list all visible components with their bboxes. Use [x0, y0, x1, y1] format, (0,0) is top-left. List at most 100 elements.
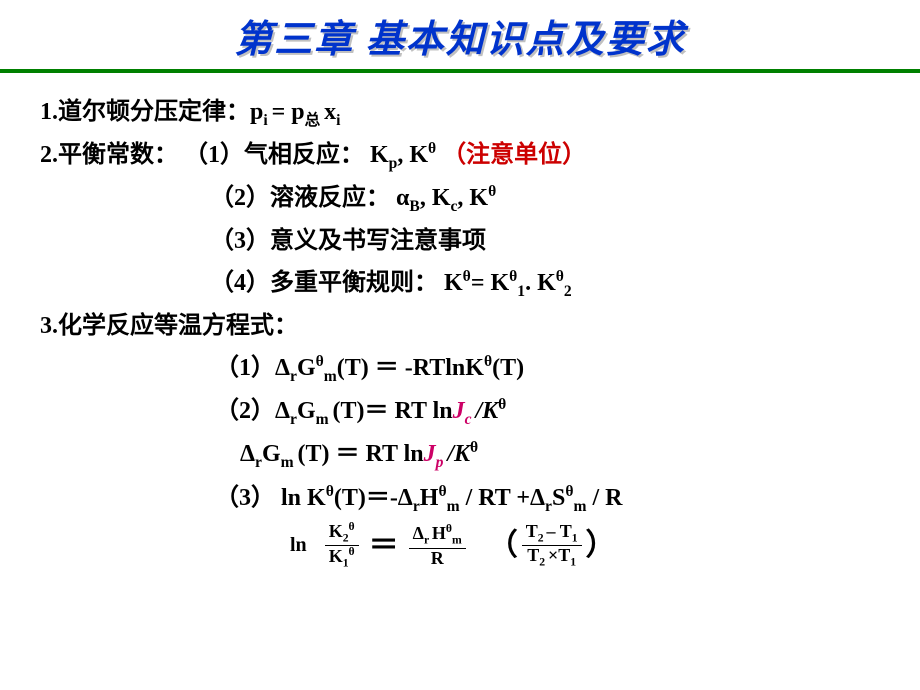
f3n: T2 – T1: [522, 522, 582, 546]
e3c: G: [262, 441, 281, 467]
e4d: / RT +Δ: [460, 485, 545, 511]
l1s1: i: [263, 112, 271, 129]
e3m: m: [281, 454, 298, 471]
e4s1: θ: [326, 483, 334, 500]
f3da: T: [527, 545, 539, 565]
f1ds: 1: [343, 557, 349, 570]
e1a: （1）: [215, 355, 275, 381]
l5b: = K: [471, 270, 509, 296]
line-5: （4）多重平衡规则： Kθ= Kθ1. Kθ2: [40, 262, 880, 305]
e2sup: θ: [498, 396, 506, 413]
l1a: 1.道尔顿分压定律：p: [40, 99, 263, 125]
l3b: , K: [420, 185, 451, 211]
e3e: /K: [447, 441, 470, 467]
f3n1: 1: [572, 532, 578, 545]
l6: 3.化学反应等温方程式：: [40, 313, 298, 339]
e2a: （2）: [215, 398, 275, 424]
f3na: T: [526, 521, 538, 541]
eq-1: （1）ΔrGθm(T) ＝ -RTlnKθ(T): [40, 347, 880, 390]
e3b: Δ: [240, 441, 255, 467]
e1d: (T) ＝ -RTlnK: [337, 355, 484, 381]
f1nu: θ: [349, 520, 355, 533]
e4b: (T)＝-Δ: [334, 485, 413, 511]
e2Js: c: [465, 411, 476, 428]
e4s2: θ: [438, 483, 446, 500]
f3nm: – T: [547, 521, 572, 541]
f2nm: m: [452, 534, 462, 547]
frac-2: Δr Hθm R: [409, 523, 466, 568]
l2b: , K: [397, 142, 428, 168]
e1e: (T): [492, 355, 524, 381]
frac-3: T2 – T1 T2 ×T1: [522, 522, 582, 570]
f1n: K2θ: [325, 521, 359, 546]
eq-5: ln K2θ K1θ ＝ Δr Hθm R （ T2 – T1 T2 ×T1 ）: [40, 520, 880, 573]
e1b: Δ: [275, 355, 290, 381]
e3Js: p: [436, 454, 448, 471]
e3r: r: [255, 454, 262, 471]
e2m: m: [316, 411, 333, 428]
e3d: (T) ＝ RT ln: [298, 441, 424, 467]
ln: ln: [290, 528, 307, 563]
f2n: Δr Hθm: [409, 523, 466, 548]
l5a: （4）多重平衡规则： K: [210, 270, 463, 296]
l5c: . K: [525, 270, 556, 296]
f2d: R: [409, 549, 466, 569]
page-title: 第三章 基本知识点及要求: [0, 0, 920, 69]
f1du: θ: [349, 545, 355, 558]
eq-4: （3） ln Kθ(T)＝-ΔrHθm / RT +ΔrSθm / R: [40, 477, 880, 520]
l1c: x: [324, 99, 336, 125]
e2J: J: [453, 398, 465, 424]
e1m: m: [324, 368, 337, 385]
e4m2: m: [573, 497, 586, 514]
l1s3: i: [336, 112, 340, 129]
e1c: G: [297, 355, 316, 381]
e4r: r: [413, 497, 420, 514]
f3n2: 2: [538, 532, 547, 545]
content-area: 1.道尔顿分压定律：pi = p总 xi 2.平衡常数： （1）气相反应： Kp…: [0, 73, 920, 572]
f3d1: 1: [570, 556, 576, 569]
l1s2: 总: [305, 112, 325, 129]
l2note: （注意单位）: [436, 142, 586, 168]
e2r: r: [290, 411, 297, 428]
eq-sign: ＝: [369, 520, 399, 573]
l3a: （2）溶液反应： α: [210, 185, 409, 211]
l5s3: θ: [556, 268, 564, 285]
e4c: H: [420, 485, 439, 511]
e1th: θ: [316, 353, 324, 370]
e4r2: r: [545, 497, 552, 514]
l2th: θ: [428, 140, 436, 157]
close-paren: ）: [586, 520, 616, 573]
l2a: 2.平衡常数： （1）气相反应： K: [40, 142, 389, 168]
l5sb1: 1: [517, 283, 525, 300]
e2b: Δ: [275, 398, 290, 424]
f2na: Δ: [413, 523, 424, 543]
e1th2: θ: [484, 353, 492, 370]
e3J: J: [424, 441, 436, 467]
eq-3: ΔrGm (T) ＝ RT lnJp /Kθ: [40, 433, 880, 476]
line-2: 2.平衡常数： （1）气相反应： Kp, Kθ （注意单位）: [40, 134, 880, 177]
l3th: θ: [488, 183, 496, 200]
line-3: （2）溶液反应： αB, Kc, Kθ: [40, 177, 880, 220]
e4f: / R: [586, 485, 622, 511]
frac-1: K2θ K1θ: [325, 521, 359, 571]
f3d: T2 ×T1: [522, 546, 582, 569]
l1b: = p: [272, 99, 305, 125]
l3c: , K: [457, 185, 488, 211]
l4: （3）意义及书写注意事项: [210, 228, 486, 254]
e4e: S: [552, 485, 565, 511]
l5s1: θ: [463, 268, 471, 285]
f1d: K1θ: [325, 546, 359, 570]
e2c: G: [297, 398, 316, 424]
f1na: K: [329, 521, 343, 541]
line-4: （3）意义及书写注意事项: [40, 220, 880, 262]
f2nb: H: [432, 523, 446, 543]
f1ns: 2: [343, 532, 349, 545]
f1da: K: [329, 546, 343, 566]
line-6: 3.化学反应等温方程式：: [40, 305, 880, 347]
e2e: /K: [475, 398, 498, 424]
open-paren: （: [488, 520, 518, 573]
e4m: m: [447, 497, 460, 514]
f3d2: 2: [539, 556, 548, 569]
title-text: 第三章 基本知识点及要求: [234, 19, 686, 61]
e4a: （3） ln K: [215, 485, 326, 511]
